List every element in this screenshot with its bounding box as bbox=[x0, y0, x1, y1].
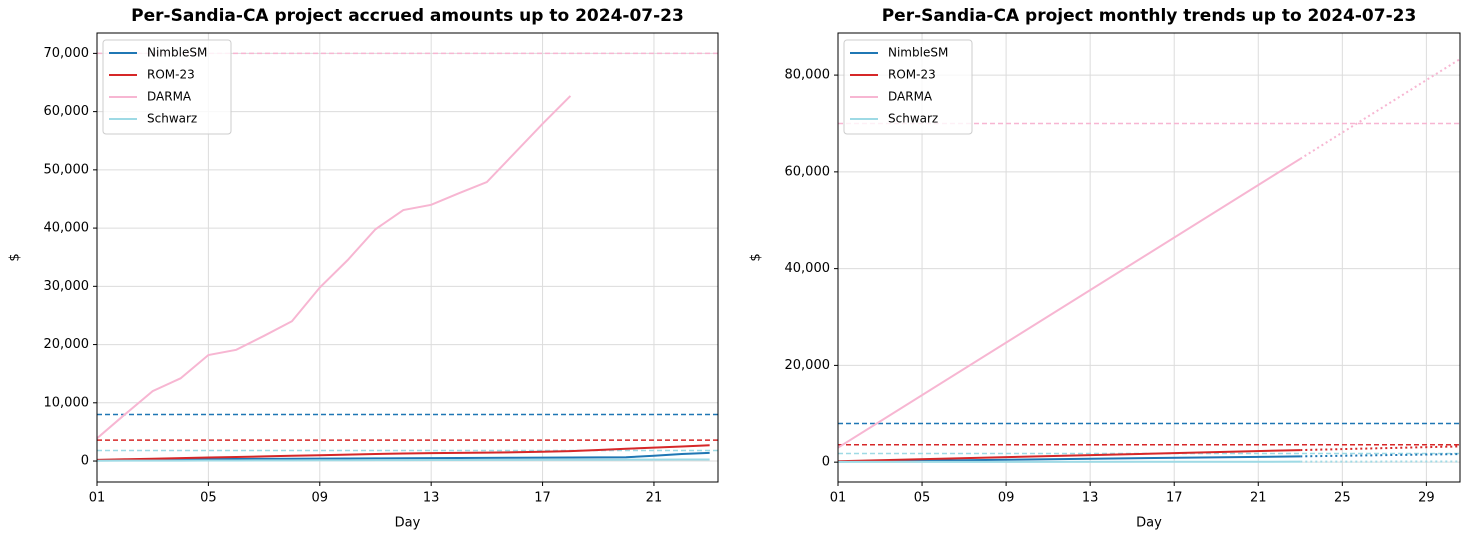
x-tick-label: 13 bbox=[423, 491, 440, 506]
x-tick-label: 21 bbox=[1250, 491, 1267, 506]
x-tick-label: 05 bbox=[914, 491, 931, 506]
x-tick-label: 01 bbox=[89, 491, 106, 506]
plot-frame bbox=[96, 32, 719, 483]
chart-title: Per-Sandia-CA project monthly trends up … bbox=[882, 6, 1417, 26]
x-tick-label: 29 bbox=[1418, 491, 1435, 506]
subplot: Per-Sandia-CA project monthly trends up … bbox=[749, 6, 1461, 531]
legend-label: DARMA bbox=[147, 90, 192, 104]
legend-box bbox=[843, 39, 973, 135]
y-axis-label: $ bbox=[8, 253, 23, 261]
y-tick-label: 60,000 bbox=[44, 104, 90, 119]
chart-title: Per-Sandia-CA project accrued amounts up… bbox=[131, 6, 684, 26]
plot-area bbox=[97, 52, 718, 462]
y-tick-label: 40,000 bbox=[44, 221, 90, 236]
x-tick-label: 25 bbox=[1334, 491, 1351, 506]
trend-line bbox=[838, 157, 1301, 449]
y-tick-label: 50,000 bbox=[44, 162, 90, 177]
y-tick-label: 20,000 bbox=[44, 337, 90, 352]
x-tick-label: 01 bbox=[830, 491, 847, 506]
trend-line bbox=[838, 449, 1301, 463]
x-tick-label: 17 bbox=[534, 491, 551, 506]
y-tick-label: 80,000 bbox=[785, 68, 831, 83]
projection-line bbox=[1300, 453, 1460, 458]
data-line bbox=[97, 451, 710, 462]
projection-line bbox=[1300, 445, 1460, 452]
y-tick-label: 70,000 bbox=[44, 46, 90, 61]
projection-line bbox=[1299, 57, 1460, 160]
legend-label: Schwarz bbox=[888, 112, 938, 126]
x-tick-label: 21 bbox=[646, 491, 663, 506]
y-tick-label: 0 bbox=[81, 454, 89, 469]
y-tick-label: 10,000 bbox=[44, 395, 90, 410]
legend: NimbleSM ROM-23 DARMA Schwarz bbox=[102, 39, 232, 135]
y-tick-label: 0 bbox=[822, 455, 830, 470]
y-tick-label: 30,000 bbox=[44, 279, 90, 294]
data-line bbox=[97, 458, 710, 462]
y-tick-label: 40,000 bbox=[785, 261, 831, 276]
legend: NimbleSM ROM-23 DARMA Schwarz bbox=[843, 39, 973, 135]
x-axis-label: Day bbox=[1136, 516, 1162, 531]
legend-box bbox=[102, 39, 232, 135]
y-axis-label: $ bbox=[749, 253, 764, 261]
x-tick-label: 09 bbox=[998, 491, 1015, 506]
legend-label: Schwarz bbox=[147, 112, 197, 126]
legend-label: ROM-23 bbox=[888, 68, 936, 82]
legend-label: DARMA bbox=[888, 90, 933, 104]
legend-label: NimbleSM bbox=[888, 46, 948, 60]
data-line bbox=[97, 444, 710, 461]
data-line bbox=[97, 95, 572, 440]
subplot: Per-Sandia-CA project accrued amounts up… bbox=[8, 6, 719, 531]
x-tick-label: 17 bbox=[1166, 491, 1183, 506]
legend-label: ROM-23 bbox=[147, 68, 195, 82]
x-tick-label: 13 bbox=[1082, 491, 1099, 506]
x-tick-label: 09 bbox=[312, 491, 329, 506]
legend-label: NimbleSM bbox=[147, 46, 207, 60]
x-tick-label: 05 bbox=[200, 491, 217, 506]
plot-area bbox=[838, 57, 1460, 463]
x-axis-label: Day bbox=[395, 516, 421, 531]
y-tick-label: 60,000 bbox=[785, 164, 831, 179]
plot-frame bbox=[837, 32, 1461, 483]
y-tick-label: 20,000 bbox=[785, 358, 831, 373]
trend-line bbox=[838, 455, 1301, 463]
